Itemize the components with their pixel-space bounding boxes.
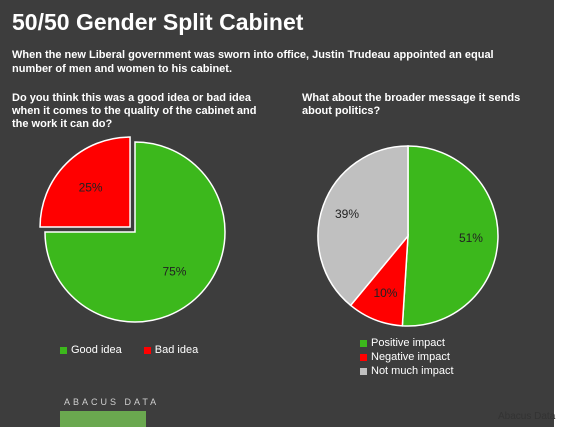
pie-chart-1-legend: Good idea Bad idea (60, 344, 220, 356)
logo-accent-bar (60, 411, 146, 427)
slide-background: 50/50 Gender Split Cabinet When the new … (0, 0, 554, 427)
legend-swatch-good-idea (60, 346, 67, 354)
pie-slice-bad-idea (39, 136, 131, 228)
legend-label-not-much-impact: Not much impact (371, 365, 454, 377)
legend-entry-good-idea: Good idea (60, 344, 122, 356)
image-credit: Abacus Data (498, 411, 556, 422)
legend-label-negative-impact: Negative impact (371, 351, 450, 363)
legend-swatch-negative-impact (360, 353, 367, 361)
legend-entry-not-much-impact: Not much impact (360, 364, 454, 378)
legend-swatch-positive-impact (360, 339, 367, 347)
pie-data-label-positive-impact: 51% (459, 231, 483, 245)
chart-2-question: What about the broader message it sends … (302, 92, 521, 117)
pie-slice-positive-impact (401, 145, 499, 327)
chart-1-question: Do you think this was a good idea or bad… (12, 92, 257, 130)
legend-label-bad-idea: Bad idea (154, 344, 199, 356)
pie-data-label-good-idea: 75% (162, 264, 186, 278)
legend-swatch-not-much-impact (360, 367, 367, 375)
legend-entry-bad-idea: Bad idea (143, 344, 199, 356)
legend-label-positive-impact: Positive impact (371, 337, 445, 349)
pie-data-label-bad-idea: 25% (79, 181, 103, 195)
pie-chart-1: 75% 25% (39, 136, 226, 323)
abacus-data-logo: ABACUS DATA (64, 397, 160, 407)
legend-entry-negative-impact: Negative impact (360, 350, 454, 364)
pie-chart-2: 51% 10% 39% (317, 145, 499, 327)
pie-slice-not-much-impact (317, 145, 409, 307)
legend-label-good-idea: Good idea (71, 344, 122, 356)
legend-swatch-bad-idea (143, 346, 151, 354)
page-title: 50/50 Gender Split Cabinet (12, 9, 304, 35)
pie-slice-good-idea (44, 141, 226, 323)
pie-data-label-not-much-impact: 39% (335, 207, 359, 221)
page-subtitle: When the new Liberal government was swor… (12, 49, 494, 75)
pie-data-label-negative-impact: 10% (373, 286, 397, 300)
pie-chart-2-legend: Positive impact Negative impact Not much… (360, 336, 454, 378)
legend-entry-positive-impact: Positive impact (360, 336, 454, 350)
